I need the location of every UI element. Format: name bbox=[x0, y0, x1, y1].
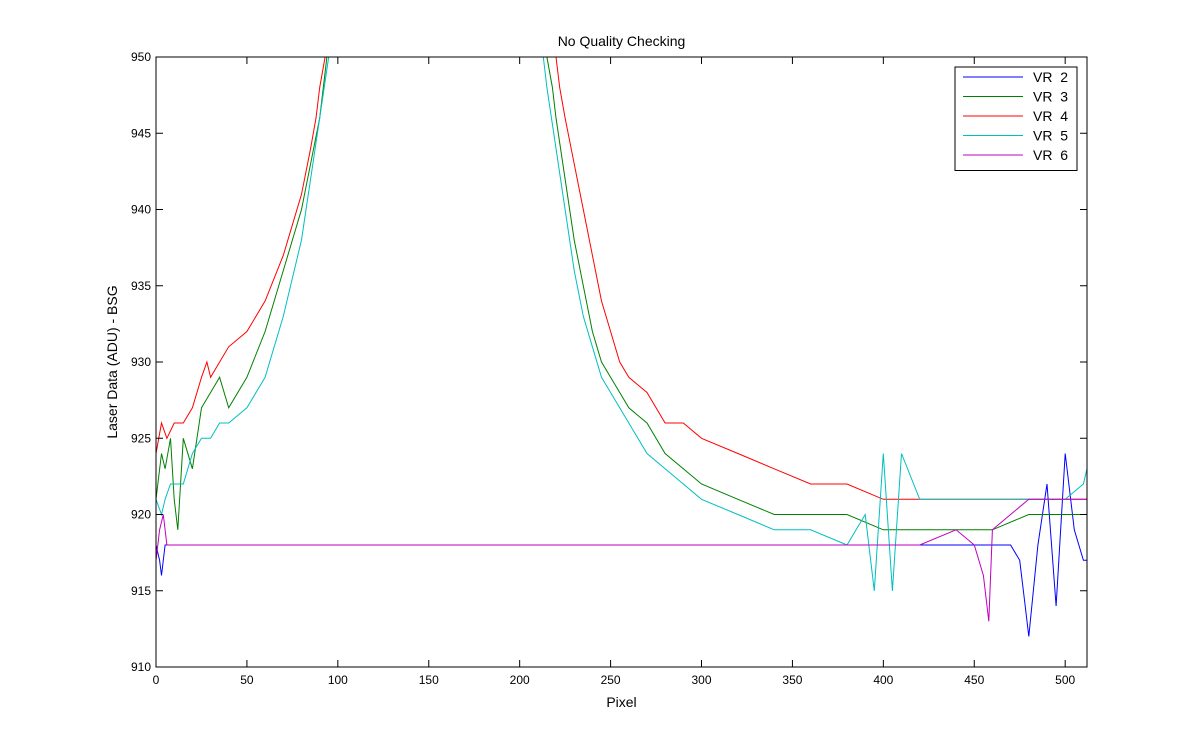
series-line-2 bbox=[156, 57, 1087, 531]
y-tick-label: 925 bbox=[131, 431, 151, 445]
x-tick-label: 50 bbox=[240, 673, 254, 687]
legend-entry-label: VR 5 bbox=[1033, 128, 1068, 144]
y-tick-label: 940 bbox=[131, 203, 151, 217]
x-tick-label: 350 bbox=[782, 673, 802, 687]
legend-entry-label: VR 4 bbox=[1033, 108, 1068, 124]
y-tick-label: 935 bbox=[131, 279, 151, 293]
x-tick-label: 200 bbox=[510, 673, 530, 687]
y-tick-label: 950 bbox=[131, 50, 151, 64]
x-axis-label: Pixel bbox=[606, 694, 636, 710]
x-tick-label: 400 bbox=[873, 673, 893, 687]
y-tick-label: 930 bbox=[131, 355, 151, 369]
chart-title: No Quality Checking bbox=[558, 33, 686, 49]
axis-ticks: 0 50 100 150 200 250 300 350 400 450 500 910 915 920 9… bbox=[131, 50, 1087, 687]
y-tick-label: 915 bbox=[131, 584, 151, 598]
legend-entry-label: VR 6 bbox=[1033, 147, 1068, 163]
x-tick-label: 250 bbox=[601, 673, 621, 687]
series-line-4 bbox=[156, 57, 1087, 591]
series-line-3 bbox=[156, 57, 1087, 500]
x-tick-label: 0 bbox=[153, 673, 160, 687]
legend: VR 2 VR 3 VR 4 VR 5 VR 6 bbox=[954, 66, 1078, 171]
legend-entry-label: VR 3 bbox=[1033, 89, 1068, 105]
y-axis-label: Laser Data (ADU) - BSG bbox=[104, 285, 120, 438]
x-tick-label: 300 bbox=[691, 673, 711, 687]
series-line-5 bbox=[156, 498, 1087, 622]
x-tick-label: 450 bbox=[964, 673, 984, 687]
plot-lines bbox=[156, 57, 1087, 637]
x-tick-label: 100 bbox=[328, 673, 348, 687]
x-tick-label: 150 bbox=[419, 673, 439, 687]
legend-entry-label: VR 2 bbox=[1033, 69, 1068, 85]
y-tick-label: 910 bbox=[131, 660, 151, 674]
x-tick-label: 500 bbox=[1055, 673, 1075, 687]
legend-box bbox=[954, 66, 1078, 171]
plot-frame bbox=[155, 56, 1088, 668]
y-tick-label: 945 bbox=[131, 126, 151, 140]
y-tick-label: 920 bbox=[131, 508, 151, 522]
